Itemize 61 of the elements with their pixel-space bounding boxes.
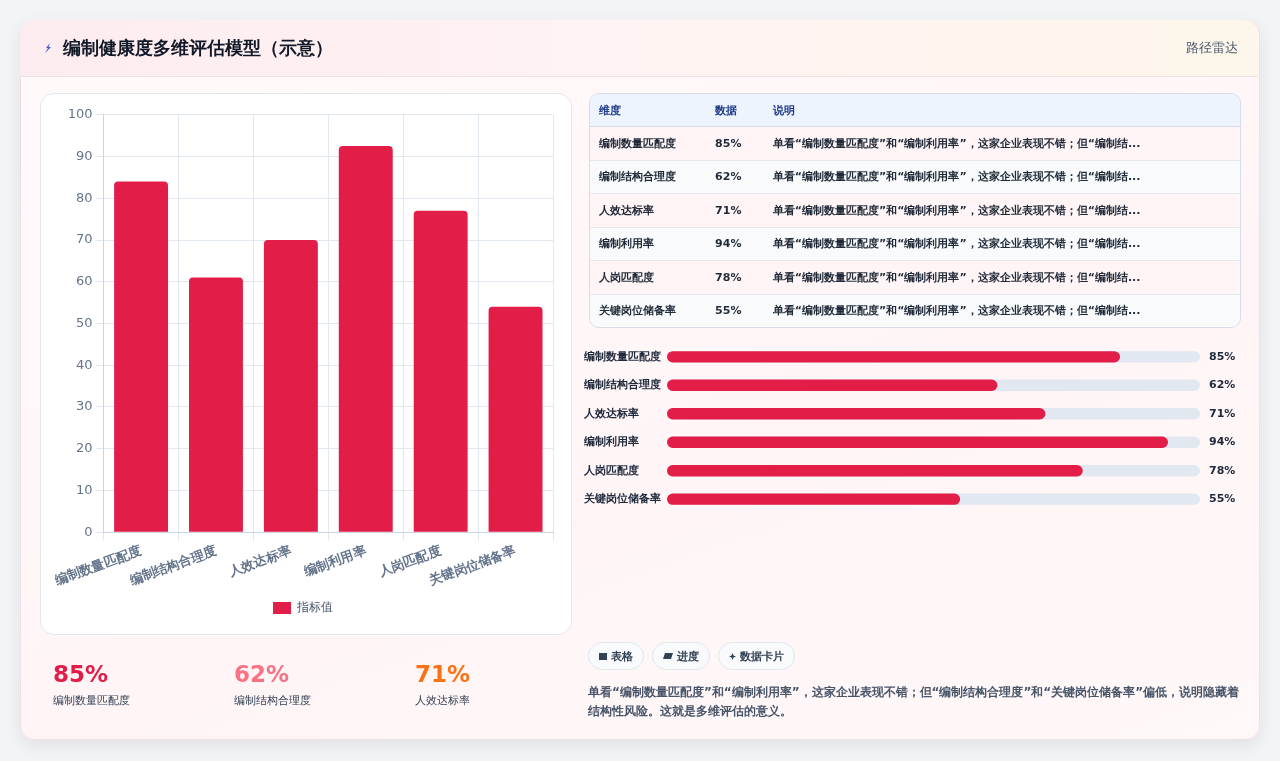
- category-label: 编制结构合理度: [598, 169, 677, 185]
- bar: [263, 240, 318, 532]
- y-tick-label: 人效达标率: [583, 406, 639, 420]
- data-label: 71%: [1209, 406, 1236, 420]
- y-tick-label: 关键岗位储备率: [583, 492, 661, 506]
- category-label: 编制结构合理度: [234, 693, 312, 708]
- data-label: 94%: [1209, 435, 1236, 449]
- text: 编制健康度多维评估模型（示意）: [63, 36, 333, 60]
- bar: [488, 306, 543, 532]
- y-tick-label: 20: [76, 440, 93, 456]
- text: 数据卡片: [740, 648, 784, 664]
- legend-label: 指标值: [296, 600, 333, 615]
- data-label: 85%: [1209, 349, 1236, 363]
- text: 说明: [771, 102, 796, 118]
- data-label: 85%: [53, 660, 110, 688]
- y-tick-label: 100: [67, 106, 93, 122]
- text: 85%: [715, 136, 742, 150]
- data-label: 62%: [1209, 378, 1236, 392]
- y-tick-label: 10: [76, 481, 93, 497]
- text: 单看“编制数量匹配度”和“编制利用率”，这家企业表现不错；但“编制结...: [771, 303, 1142, 319]
- y-tick-label: 0: [84, 523, 93, 539]
- y-tick-label: 70: [76, 231, 93, 247]
- text: 单看“编制数量匹配度”和“编制利用率”，这家企业表现不错；但“编制结...: [771, 236, 1142, 252]
- y-tick-label: 80: [76, 189, 93, 205]
- data-label: 55%: [1209, 492, 1236, 506]
- category-label: 关键岗位储备率: [598, 303, 677, 319]
- text: 表格: [611, 648, 633, 664]
- category-label: 编制数量匹配度: [598, 135, 677, 151]
- text: 路径雷达: [1186, 39, 1238, 57]
- text: 单看“编制数量匹配度”和“编制利用率”，这家企业表现不错；但“编制结...: [771, 269, 1142, 285]
- text: 94%: [715, 237, 742, 251]
- y-tick-label: 50: [76, 314, 93, 330]
- x-tick-label: 编制利用率: [300, 542, 368, 580]
- text: 71%: [715, 203, 742, 217]
- data-label: 62%: [234, 660, 291, 688]
- text: 单看“编制数量匹配度”和“编制利用率”，这家企业表现不错；但“编制结...: [771, 202, 1142, 218]
- bar: [413, 210, 468, 532]
- text: 单看“编制数量匹配度”和“编制利用率”，这家企业表现不错；但“编制结...: [771, 135, 1142, 151]
- text: 55%: [715, 304, 742, 318]
- y-tick-label: 60: [76, 273, 93, 289]
- text: 单看“编制数量匹配度”和“编制利用率”，这家企业表现不错；但“编制结构合理度”和“关键岗位储备率”偏低，说明隐藏着结构性风险。这就是多维评估的意义。: [588, 684, 1241, 720]
- data-label: 71%: [415, 660, 472, 688]
- text: 单看“编制数量匹配度”和“编制利用率”，这家企业表现不错；但“编制结...: [771, 169, 1142, 185]
- bar: [338, 146, 393, 532]
- text: 数据: [714, 102, 739, 118]
- text: 62%: [715, 170, 742, 184]
- data-label: 78%: [1209, 463, 1236, 477]
- text: 78%: [715, 270, 742, 284]
- y-tick-label: 人岗匹配度: [583, 463, 639, 477]
- y-tick-label: 90: [76, 147, 93, 163]
- text: 进度: [677, 648, 699, 664]
- bar: [114, 181, 169, 532]
- y-tick-label: 编制数量匹配度: [583, 349, 661, 363]
- bar: [189, 277, 243, 532]
- x-tick-label: 人效达标率: [225, 542, 294, 580]
- text: 维度: [598, 102, 622, 118]
- y-tick-label: 30: [76, 398, 93, 414]
- category-label: 人效达标率: [415, 693, 471, 708]
- y-tick-label: 40: [76, 356, 93, 372]
- y-tick-label: 编制利用率: [583, 435, 639, 449]
- y-tick-label: 编制结构合理度: [583, 378, 661, 392]
